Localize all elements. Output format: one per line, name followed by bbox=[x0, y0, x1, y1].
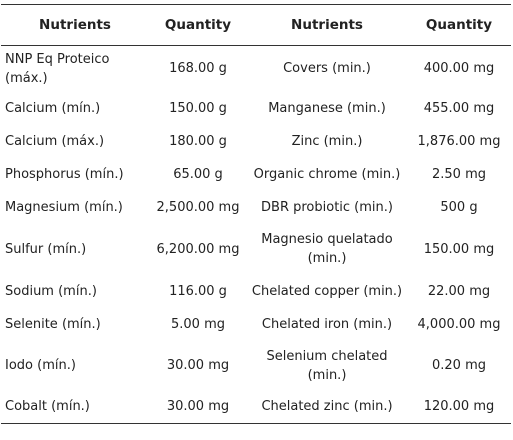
table-row: Cobalt (mín.) 30.00 mg Chelated zinc (min.… bbox=[1, 391, 511, 424]
quantity-cell: 65.00 g bbox=[173, 166, 223, 182]
quantity-cell: 150.00 mg bbox=[423, 241, 495, 257]
nutrient-cell: Magnesium (mín.) bbox=[5, 199, 123, 215]
nutrient-cell: Selenium chelated (min.) bbox=[266, 348, 388, 383]
nutrient-cell: Sulfur (mín.) bbox=[5, 241, 87, 257]
nutrient-cell: Chelated zinc (min.) bbox=[261, 399, 393, 415]
quantity-cell: 1,876.00 mg bbox=[417, 133, 501, 149]
table-row: Sodium (mín.) 116.00 g Chelated copper (mi… bbox=[1, 275, 511, 308]
table-row: Selenite (mín.) 5.00 mg Chelated iron (min… bbox=[1, 308, 511, 341]
table-row: Phosphorus (mín.) 65.00 g Organic chrome (… bbox=[1, 158, 511, 191]
quantity-cell: 0.20 mg bbox=[432, 358, 486, 373]
quantity-cell: 6,200.00 mg bbox=[156, 241, 240, 257]
quantity-cell: 168.00 g bbox=[169, 61, 227, 77]
quantity-cell: 120.00 mg bbox=[423, 399, 495, 415]
nutrient-cell: NNP Eq Proteico (máx.) bbox=[5, 51, 110, 86]
quantity-cell: 455.00 mg bbox=[423, 100, 495, 116]
nutrient-cell: Covers (min.) bbox=[283, 61, 371, 77]
header-nutrients-1: Nutrients bbox=[39, 17, 111, 33]
quantity-cell: 2.50 mg bbox=[432, 166, 486, 182]
nutrient-cell: Manganese (min.) bbox=[268, 100, 386, 116]
nutrient-cell: DBR probiotic (min.) bbox=[261, 199, 393, 215]
nutrient-cell: Zinc (min.) bbox=[291, 133, 363, 149]
table-row: Iodo (mín.) 30.00 mg Selenium chelated (mi… bbox=[1, 341, 511, 391]
quantity-cell: 5.00 mg bbox=[171, 316, 225, 332]
nutrient-cell: Iodo (mín.) bbox=[5, 358, 76, 373]
header-quantity-1: Quantity bbox=[164, 17, 232, 33]
quantity-cell: 500 g bbox=[440, 199, 478, 215]
table-row: Sulfur (mín.) 6,200.00 mg Magnesio quelata… bbox=[1, 224, 511, 275]
quantity-cell: 30.00 mg bbox=[166, 399, 230, 415]
nutrient-cell: Calcium (máx.) bbox=[5, 133, 105, 149]
nutrient-cell: Calcium (mín.) bbox=[5, 100, 101, 116]
table-row: NNP Eq Proteico (máx.) 168.00 g Covers (mi… bbox=[1, 46, 511, 92]
header-row: Nutrients Quantity Nutrients Quantity bbox=[1, 4, 511, 46]
nutrient-cell: Cobalt (mín.) bbox=[5, 399, 90, 415]
quantity-cell: 116.00 g bbox=[169, 283, 227, 299]
quantity-cell: 4,000.00 mg bbox=[417, 316, 501, 332]
header-quantity-2: Quantity bbox=[425, 17, 493, 33]
nutrient-cell: Phosphorus (mín.) bbox=[5, 166, 124, 182]
nutrient-cell: Sodium (mín.) bbox=[5, 283, 97, 299]
quantity-cell: 180.00 g bbox=[169, 133, 227, 149]
nutrient-cell: Selenite (mín.) bbox=[5, 316, 101, 332]
nutrients-table: Nutrients Quantity Nutrients Quantity NN… bbox=[1, 4, 511, 424]
nutrient-cell: Magnesio quelatado (min.) bbox=[261, 232, 393, 266]
quantity-cell: 30.00 mg bbox=[166, 358, 230, 373]
quantity-cell: 2,500.00 mg bbox=[156, 199, 240, 215]
nutrient-cell: Chelated iron (min.) bbox=[261, 316, 393, 332]
table-row: Calcium (mín.) 150.00 g Manganese (min.) 45… bbox=[1, 92, 511, 125]
quantity-cell: 400.00 mg bbox=[423, 61, 495, 77]
table-row: Calcium (máx.) 180.00 g Zinc (min.) 1,876.0… bbox=[1, 125, 511, 158]
quantity-cell: 22.00 mg bbox=[427, 283, 491, 299]
quantity-cell: 150.00 g bbox=[169, 100, 227, 116]
table-row: Magnesium (mín.) 2,500.00 mg DBR probiotic… bbox=[1, 191, 511, 224]
nutrient-cell: Chelated copper (min.) bbox=[251, 283, 403, 299]
header-nutrients-2: Nutrients bbox=[291, 17, 363, 33]
nutrient-cell: Organic chrome (min.) bbox=[253, 166, 401, 182]
